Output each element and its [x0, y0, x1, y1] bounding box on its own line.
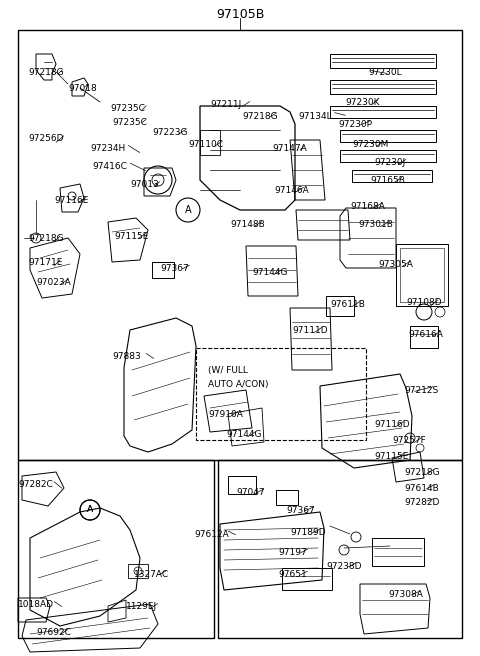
Text: A: A — [185, 205, 192, 215]
Text: 97116E: 97116E — [54, 196, 88, 205]
Text: 97047: 97047 — [236, 488, 264, 497]
Bar — [396, 244, 448, 306]
Bar — [276, 490, 298, 505]
Text: 97238D: 97238D — [326, 562, 361, 571]
Text: 97883: 97883 — [112, 352, 141, 361]
Bar — [372, 538, 424, 566]
Text: 97692C: 97692C — [36, 628, 71, 637]
Bar — [128, 564, 148, 578]
Bar — [18, 30, 462, 460]
Text: 97108D: 97108D — [406, 298, 442, 307]
Text: A: A — [87, 506, 93, 514]
Text: 97013: 97013 — [130, 180, 159, 189]
Text: 97110C: 97110C — [188, 140, 223, 149]
Text: 97234H: 97234H — [90, 144, 125, 153]
Text: 97146A: 97146A — [274, 186, 309, 195]
Text: 97147A: 97147A — [272, 144, 307, 153]
Text: 97367: 97367 — [286, 506, 315, 515]
Text: 97212S: 97212S — [404, 386, 438, 395]
Text: 97144G: 97144G — [226, 430, 262, 439]
Text: 97218G: 97218G — [242, 112, 277, 121]
Bar — [330, 106, 436, 118]
Text: 97218G: 97218G — [28, 234, 64, 243]
Text: 97308A: 97308A — [388, 590, 423, 599]
Text: 97257F: 97257F — [392, 436, 426, 445]
Text: 97134L: 97134L — [298, 112, 332, 121]
Text: 1129EJ: 1129EJ — [126, 602, 157, 611]
Text: 97235C: 97235C — [112, 118, 147, 127]
Bar — [282, 568, 332, 590]
Text: 97111D: 97111D — [292, 326, 328, 335]
Bar — [330, 80, 436, 94]
Text: 97230P: 97230P — [338, 120, 372, 129]
Text: 97282D: 97282D — [404, 498, 439, 507]
Text: 97230K: 97230K — [345, 98, 380, 107]
Text: 97230J: 97230J — [374, 158, 405, 167]
Text: 97144G: 97144G — [252, 268, 288, 277]
Text: 97165B: 97165B — [370, 176, 405, 185]
Text: 97282C: 97282C — [18, 480, 53, 489]
Text: 97614B: 97614B — [404, 484, 439, 493]
Text: 97367: 97367 — [160, 264, 189, 273]
Text: 97018: 97018 — [68, 84, 97, 93]
Text: A: A — [87, 506, 93, 514]
Bar — [326, 296, 354, 316]
Text: 97218G: 97218G — [404, 468, 440, 477]
Bar — [400, 248, 444, 302]
Text: 97148B: 97148B — [230, 220, 265, 229]
Bar — [218, 460, 462, 638]
Text: 97211J: 97211J — [210, 100, 241, 109]
Bar — [228, 476, 256, 494]
Text: AUTO A/CON): AUTO A/CON) — [208, 380, 268, 389]
Text: 97256D: 97256D — [28, 134, 63, 143]
Text: 97611B: 97611B — [330, 300, 365, 309]
Bar — [152, 262, 174, 278]
Text: 97305A: 97305A — [378, 260, 413, 269]
Text: 97168A: 97168A — [350, 202, 385, 211]
Text: 97171E: 97171E — [28, 258, 62, 267]
Text: 97301B: 97301B — [358, 220, 393, 229]
Text: 97235C: 97235C — [110, 104, 145, 113]
Text: 97218G: 97218G — [28, 68, 64, 77]
Text: 97116D: 97116D — [374, 420, 409, 429]
Text: 97910A: 97910A — [208, 410, 243, 419]
Text: (W/ FULL: (W/ FULL — [208, 366, 248, 375]
Text: 97115E: 97115E — [114, 232, 148, 241]
Text: 97416C: 97416C — [92, 162, 127, 171]
Text: 97616A: 97616A — [408, 330, 443, 339]
Bar — [196, 348, 366, 440]
Bar — [340, 150, 436, 162]
Text: 97223G: 97223G — [152, 128, 188, 137]
Text: 97651: 97651 — [278, 570, 307, 579]
Text: 97230L: 97230L — [368, 68, 402, 77]
Bar — [18, 460, 214, 638]
Text: 97115E: 97115E — [374, 452, 408, 461]
Text: 97105B: 97105B — [216, 7, 264, 20]
Bar — [352, 170, 432, 182]
Text: 97189D: 97189D — [290, 528, 325, 537]
Text: 97612A: 97612A — [194, 530, 229, 539]
Text: 1018AD: 1018AD — [18, 600, 54, 609]
Text: 97023A: 97023A — [36, 278, 71, 287]
Text: 97197: 97197 — [278, 548, 307, 557]
Bar — [410, 326, 438, 348]
Text: 1327AC: 1327AC — [134, 570, 169, 579]
Bar — [330, 54, 436, 68]
Bar — [340, 130, 436, 142]
Text: 97230M: 97230M — [352, 140, 388, 149]
